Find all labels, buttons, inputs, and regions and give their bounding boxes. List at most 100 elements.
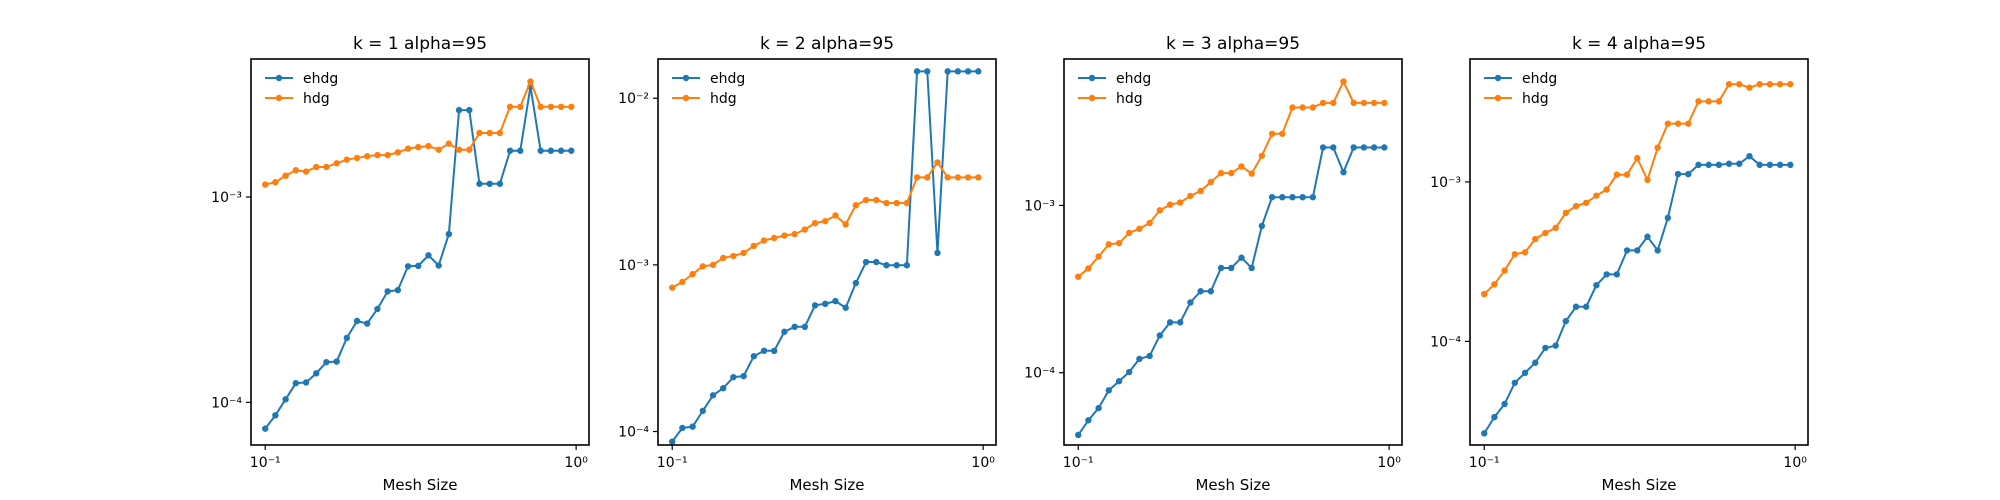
data-point-ehdg <box>781 328 788 335</box>
data-point-hdg <box>1340 78 1347 85</box>
data-point-ehdg <box>1582 303 1590 310</box>
data-point-hdg <box>740 249 747 257</box>
data-point-ehdg <box>1481 430 1488 437</box>
y-tick-label: 10⁻³ <box>1024 198 1055 214</box>
data-point-ehdg <box>1330 144 1337 151</box>
data-point-ehdg <box>466 106 473 114</box>
legend-marker-ehdg <box>275 74 283 82</box>
data-point-ehdg <box>1746 152 1753 160</box>
data-point-ehdg <box>435 262 442 269</box>
y-tick-label: 10⁻³ <box>1430 175 1461 191</box>
data-point-hdg <box>486 129 493 137</box>
data-point-hdg <box>1238 163 1245 170</box>
data-point-ehdg <box>282 396 289 403</box>
legend-label-ehdg: ehdg <box>303 71 338 87</box>
series-ehdg <box>262 83 575 432</box>
data-point-hdg <box>557 103 565 111</box>
subplot-title: k = 4 alpha=95 <box>1572 34 1706 54</box>
subplot-title: k = 1 alpha=95 <box>353 34 487 54</box>
data-point-hdg <box>1370 99 1378 107</box>
data-point-ehdg <box>404 263 412 270</box>
data-point-ehdg <box>1562 317 1570 325</box>
data-point-ehdg <box>852 279 860 287</box>
legend-label-ehdg: ehdg <box>1522 71 1557 87</box>
data-point-hdg <box>1309 104 1317 111</box>
data-point-ehdg <box>1279 193 1286 201</box>
plot-frame <box>250 58 590 446</box>
data-point-ehdg <box>1370 144 1378 151</box>
data-point-hdg <box>964 174 972 181</box>
data-point-hdg <box>262 181 269 188</box>
data-point-hdg <box>313 163 320 171</box>
data-point-ehdg <box>476 180 483 187</box>
data-point-hdg <box>353 154 361 162</box>
data-point-ehdg <box>893 262 900 269</box>
subplot-4: k = 4 alpha=95 10⁻¹ 10⁰ 10⁻⁴ 10⁻³ Mesh Size eh… <box>1430 34 1809 494</box>
x-tick-label: 10⁰ <box>1783 455 1807 471</box>
data-point-ehdg <box>1542 344 1549 352</box>
data-point-hdg <box>822 217 829 225</box>
data-point-ehdg <box>720 384 727 392</box>
data-point-hdg <box>374 151 381 159</box>
data-point-ehdg <box>517 147 524 154</box>
data-point-ehdg <box>679 424 686 432</box>
x-axis-label: Mesh Size <box>1195 476 1270 494</box>
data-point-hdg <box>832 212 839 219</box>
data-point-ehdg <box>394 286 402 294</box>
data-point-hdg <box>791 230 798 238</box>
data-point-ehdg <box>1685 170 1692 178</box>
data-point-hdg <box>568 103 575 111</box>
data-point-hdg <box>1756 81 1763 88</box>
plot-frame <box>1469 58 1809 446</box>
data-point-hdg <box>1381 99 1388 107</box>
legend-marker-ehdg <box>1494 74 1502 82</box>
data-point-hdg <box>903 199 911 207</box>
data-point-hdg <box>1156 207 1164 214</box>
data-point-ehdg <box>1766 161 1774 169</box>
data-point-hdg <box>1613 171 1621 178</box>
data-point-hdg <box>1126 229 1133 237</box>
data-point-hdg <box>343 156 351 163</box>
series-ehdg <box>669 68 982 445</box>
data-point-hdg <box>954 174 962 181</box>
data-point-hdg <box>333 160 340 167</box>
y-tick-label: 10⁻⁴ <box>211 395 242 411</box>
data-point-hdg <box>1319 99 1327 107</box>
data-point-ehdg <box>1238 254 1245 261</box>
data-point-hdg <box>506 103 514 111</box>
data-point-ehdg <box>1572 303 1580 310</box>
data-point-ehdg <box>1521 369 1529 377</box>
series-ehdg <box>1481 152 1794 437</box>
data-point-ehdg <box>1105 387 1112 394</box>
data-point-hdg <box>913 174 921 181</box>
data-point-ehdg <box>1725 160 1733 167</box>
data-point-ehdg <box>1085 417 1092 424</box>
data-point-hdg <box>975 174 982 181</box>
subplot-2: k = 2 alpha=95 10⁻¹ 10⁰ 10⁻⁴ 10⁻³ 10⁻² Mesh Si… <box>618 34 997 494</box>
data-point-hdg <box>709 261 717 269</box>
data-point-hdg <box>496 129 504 137</box>
data-point-hdg <box>862 196 870 204</box>
data-point-ehdg <box>903 262 911 269</box>
data-point-hdg <box>363 153 371 160</box>
data-point-hdg <box>781 232 788 239</box>
data-point-hdg <box>689 270 696 278</box>
data-point-ehdg <box>699 407 706 415</box>
x-axis-label: Mesh Size <box>789 476 864 494</box>
data-point-ehdg <box>1756 161 1763 169</box>
data-point-hdg <box>323 163 330 171</box>
data-point-hdg <box>1279 130 1286 137</box>
x-tick-label: 10⁰ <box>971 455 995 471</box>
subplot-title: k = 2 alpha=95 <box>760 34 894 54</box>
legend: ehdg hdg <box>1484 71 1557 107</box>
data-point-hdg <box>415 143 422 151</box>
data-point-ehdg <box>302 379 310 386</box>
data-point-ehdg <box>1217 264 1225 272</box>
data-point-ehdg <box>1501 400 1508 408</box>
data-point-ehdg <box>964 68 972 75</box>
data-point-ehdg <box>363 320 371 327</box>
data-point-hdg <box>282 172 289 179</box>
data-point-hdg <box>1705 98 1712 105</box>
data-point-ehdg <box>353 317 361 325</box>
data-point-hdg <box>1248 170 1255 177</box>
